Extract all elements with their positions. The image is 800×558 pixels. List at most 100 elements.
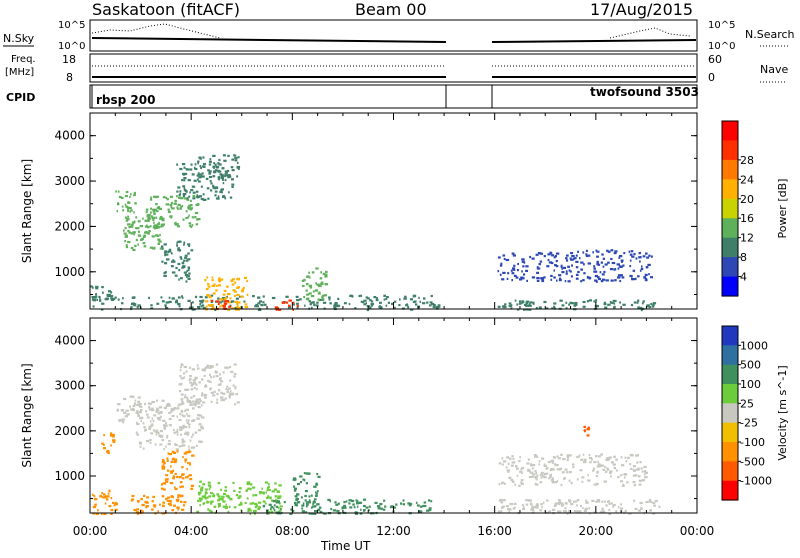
power-cell: [177, 240, 181, 243]
velocity-cell: [162, 504, 165, 508]
power-cell: [178, 196, 182, 199]
power-cell: [288, 304, 291, 307]
power-cell: [231, 158, 235, 161]
velocity-cell: [177, 404, 180, 407]
velocity-cell: [608, 458, 611, 461]
velocity-cell: [633, 499, 636, 502]
velocity-cell: [343, 506, 347, 509]
power-cell: [596, 255, 599, 258]
velocity-cell: [161, 467, 165, 470]
power-cell: [188, 195, 191, 198]
velocity-cell: [131, 498, 134, 501]
velocity-cell: [239, 503, 243, 506]
x-tick-label: 00:00: [73, 524, 108, 538]
velocity-cell: [205, 366, 209, 369]
power-cell: [305, 289, 308, 292]
power-cell: [623, 252, 626, 255]
velocity-cell: [608, 502, 611, 505]
power-cell: [594, 279, 598, 282]
power-cell: [221, 191, 223, 194]
power-cell: [145, 211, 148, 214]
power-cell: [360, 300, 363, 303]
power-cell: [236, 166, 240, 169]
velocity-cell: [305, 511, 308, 514]
power-cell: [239, 295, 241, 298]
power-cell: [212, 154, 216, 157]
velocity-cell: [540, 503, 543, 506]
power-cell: [203, 165, 206, 168]
velocity-cell: [138, 402, 142, 406]
power-cell: [629, 265, 632, 268]
velocity-cell: [610, 461, 614, 464]
power-cell: [398, 304, 401, 307]
power-cell: [595, 274, 598, 278]
velocity-cell: [362, 498, 367, 501]
velocity-cell: [254, 506, 257, 509]
velocity-cell: [125, 409, 129, 412]
velocity-cell: [135, 411, 139, 414]
velocity-cell: [252, 494, 255, 497]
velocity-cell: [123, 411, 127, 414]
velocity-cell: [589, 457, 593, 460]
velocity-cell: [565, 510, 567, 513]
power-cell: [99, 296, 101, 299]
power-cell: [561, 271, 565, 274]
velocity-cell: [225, 503, 227, 506]
velocity-cell: [603, 480, 607, 483]
velocity-cell: [209, 373, 211, 376]
velocity-cell: [161, 483, 163, 486]
power-cell: [234, 156, 238, 160]
velocity-cell: [577, 510, 581, 513]
velocity-cell: [597, 463, 601, 466]
power-cell: [190, 163, 193, 166]
velocity-cell: [297, 482, 300, 486]
velocity-cell: [526, 462, 530, 465]
velocity-cell: [526, 499, 530, 502]
velocity-cell: [605, 458, 609, 462]
velocity-cell: [292, 478, 295, 481]
velocity-cell: [550, 467, 554, 471]
velocity-cell: [222, 500, 226, 503]
velocity-cell: [173, 407, 176, 410]
power-region-1: [90, 285, 115, 301]
power-cell: [136, 306, 139, 309]
velocity-cell: [620, 480, 623, 483]
velocity-cell: [569, 454, 572, 457]
power-region-10: [274, 299, 299, 311]
power-cell: [536, 277, 540, 280]
velocity-cell: [190, 384, 194, 387]
velocity-cell: [272, 500, 276, 503]
velocity-cell: [183, 452, 187, 455]
power-colorbar-segment: [722, 140, 738, 161]
power-cell: [586, 300, 589, 303]
velocity-cell: [198, 381, 201, 384]
velocity-cell: [245, 489, 248, 492]
power-cell: [211, 279, 214, 282]
velocity-cell: [183, 376, 186, 379]
velocity-cell: [162, 482, 165, 485]
velocity-cell: [110, 509, 114, 512]
power-cell: [179, 167, 183, 171]
velocity-cell: [182, 504, 186, 507]
velocity-cell: [578, 454, 581, 457]
velocity-cell: [222, 392, 226, 395]
power-cell: [191, 308, 195, 311]
velocity-cell: [316, 490, 319, 493]
velocity-cell: [506, 469, 510, 472]
power-cell: [202, 156, 205, 159]
power-region-2: [115, 190, 137, 213]
power-cell: [157, 223, 161, 226]
velocity-cell: [185, 431, 189, 434]
velocity-cell: [124, 415, 128, 418]
power-colorbar-segment: [722, 198, 738, 219]
velocity-cell: [247, 509, 250, 512]
velocity-cell: [231, 393, 235, 396]
power-cell: [231, 185, 234, 188]
power-cell: [227, 154, 230, 157]
velocity-cell: [316, 472, 319, 476]
power-cell: [497, 256, 501, 259]
velocity-cell: [158, 418, 162, 421]
velocity-cell: [566, 454, 570, 457]
power-cell: [521, 270, 523, 273]
